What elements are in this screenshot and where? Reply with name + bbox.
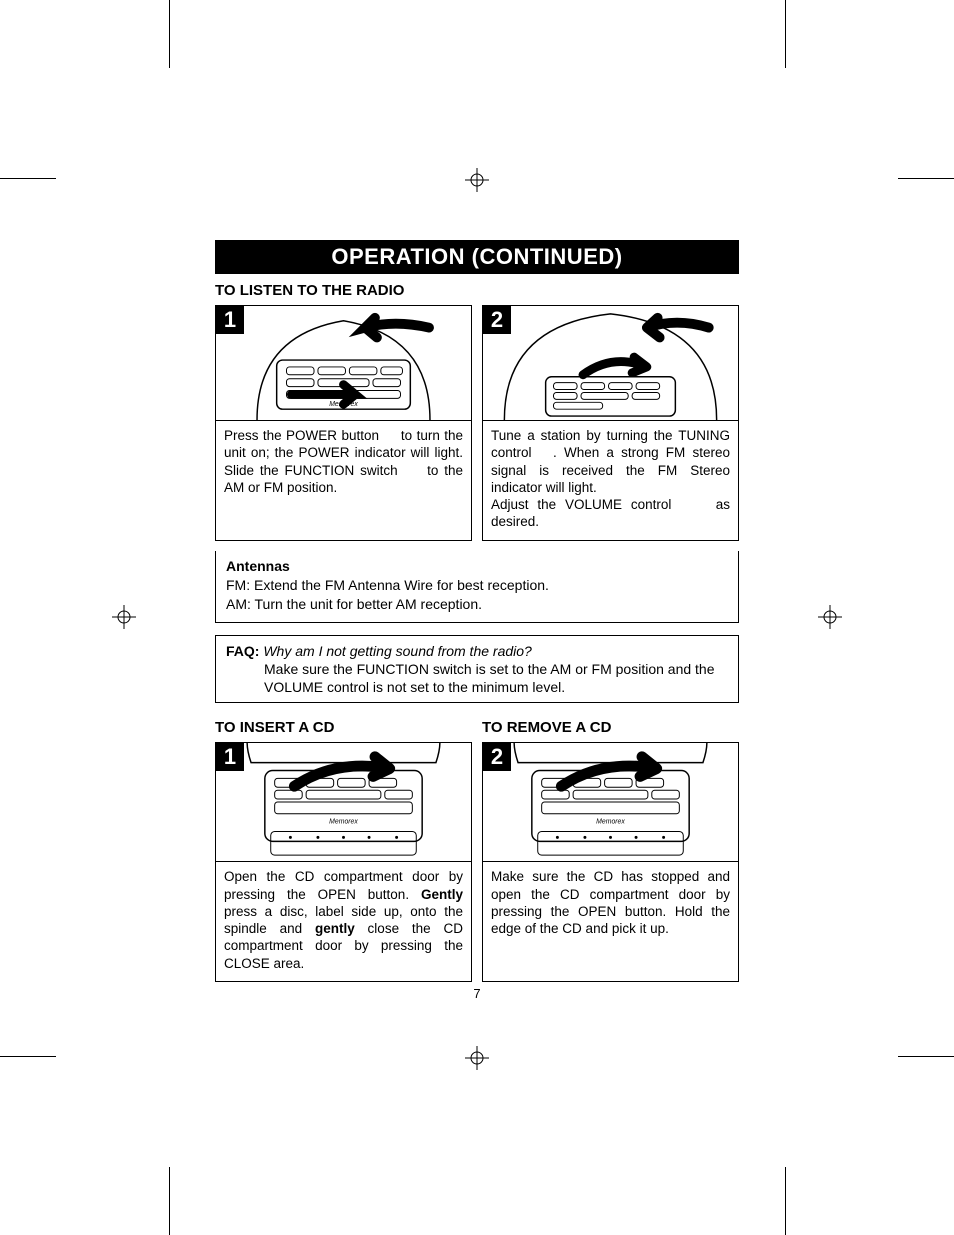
antennas-am: AM: Turn the unit for better AM receptio… xyxy=(226,595,728,614)
remove-cd-col: TO REMOVE A CD Memorex xyxy=(482,711,739,982)
heading-radio: TO LISTEN TO THE RADIO xyxy=(215,282,739,299)
remove-cd-text: Make sure the CD has stopped and open th… xyxy=(482,862,739,982)
step-number-badge: 1 xyxy=(216,306,244,334)
radio-step2-line2: Adjust the VOLUME control as desired. xyxy=(491,497,730,529)
radio-step-2: 2 Tune a station by turning the TUNING c… xyxy=(482,305,739,541)
manual-page: OPERATION (CONTINUED) TO LISTEN TO THE R… xyxy=(215,240,739,1001)
radio-step1-text: Press the POWER button to turn the unit … xyxy=(215,421,472,541)
remove-cd-illustration: Memorex 2 xyxy=(482,742,739,862)
heading-remove-cd: TO REMOVE A CD xyxy=(482,719,739,736)
cd-row: TO INSERT A CD Memorex xyxy=(215,711,739,982)
faq-answer: Make sure the FUNCTION switch is set to … xyxy=(264,660,728,696)
insert-cd-text: Open the CD compartment door by pressing… xyxy=(215,862,472,982)
insert-text-bold: gently xyxy=(315,921,355,936)
insert-cd-col: TO INSERT A CD Memorex xyxy=(215,711,472,982)
insert-cd-illustration: Memorex 1 xyxy=(215,742,472,862)
faq-box: FAQ: Why am I not getting sound from the… xyxy=(215,635,739,704)
radio-step-1: Memorex 1 Press the POWER button to turn… xyxy=(215,305,472,541)
step-number-badge: 2 xyxy=(483,743,511,771)
radio-steps-row: Memorex 1 Press the POWER button to turn… xyxy=(215,305,739,541)
step-number-badge: 1 xyxy=(216,743,244,771)
insert-text-bold: Gently xyxy=(421,887,463,902)
antennas-box: Antennas FM: Extend the FM Antenna Wire … xyxy=(215,551,739,623)
radio-step2-line1: Tune a station by turning the TUNING con… xyxy=(491,428,730,495)
antennas-fm: FM: Extend the FM Antenna Wire for best … xyxy=(226,576,728,595)
step-number-badge: 2 xyxy=(483,306,511,334)
radio-step2-illustration: 2 xyxy=(482,305,739,421)
svg-text:Memorex: Memorex xyxy=(329,819,358,826)
heading-insert-cd: TO INSERT A CD xyxy=(215,719,472,736)
faq-question: Why am I not getting sound from the radi… xyxy=(263,643,531,659)
svg-text:Memorex: Memorex xyxy=(596,819,625,826)
page-number: 7 xyxy=(215,986,739,1001)
radio-step2-text: Tune a station by turning the TUNING con… xyxy=(482,421,739,541)
antennas-title: Antennas xyxy=(226,557,728,576)
page-title-bar: OPERATION (CONTINUED) xyxy=(215,240,739,274)
faq-label: FAQ: xyxy=(226,643,259,659)
radio-step1-illustration: Memorex 1 xyxy=(215,305,472,421)
